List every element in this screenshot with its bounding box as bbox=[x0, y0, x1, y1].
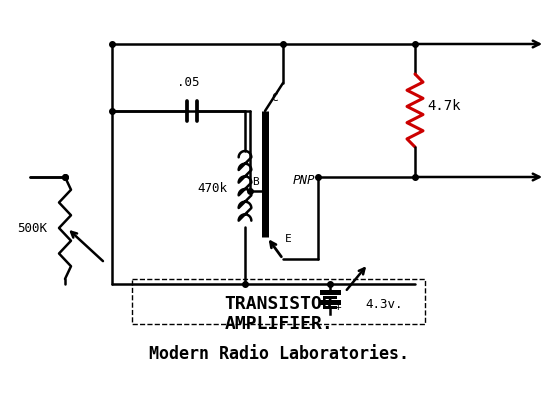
Text: Modern Radio Laboratories.: Modern Radio Laboratories. bbox=[149, 345, 409, 363]
Text: +: + bbox=[335, 302, 342, 312]
Text: 500K: 500K bbox=[17, 222, 47, 234]
Text: .05: .05 bbox=[177, 76, 199, 89]
Text: C: C bbox=[271, 93, 278, 103]
Text: 470k: 470k bbox=[197, 182, 227, 196]
Text: B: B bbox=[252, 177, 259, 187]
Text: 4.3v.: 4.3v. bbox=[365, 297, 402, 310]
Text: 4.7k: 4.7k bbox=[427, 99, 461, 113]
Text: TRANSISTOR: TRANSISTOR bbox=[225, 295, 333, 313]
Text: AMPLIFIER.: AMPLIFIER. bbox=[225, 315, 333, 333]
Text: PNP: PNP bbox=[293, 175, 315, 187]
Text: E: E bbox=[285, 234, 292, 244]
